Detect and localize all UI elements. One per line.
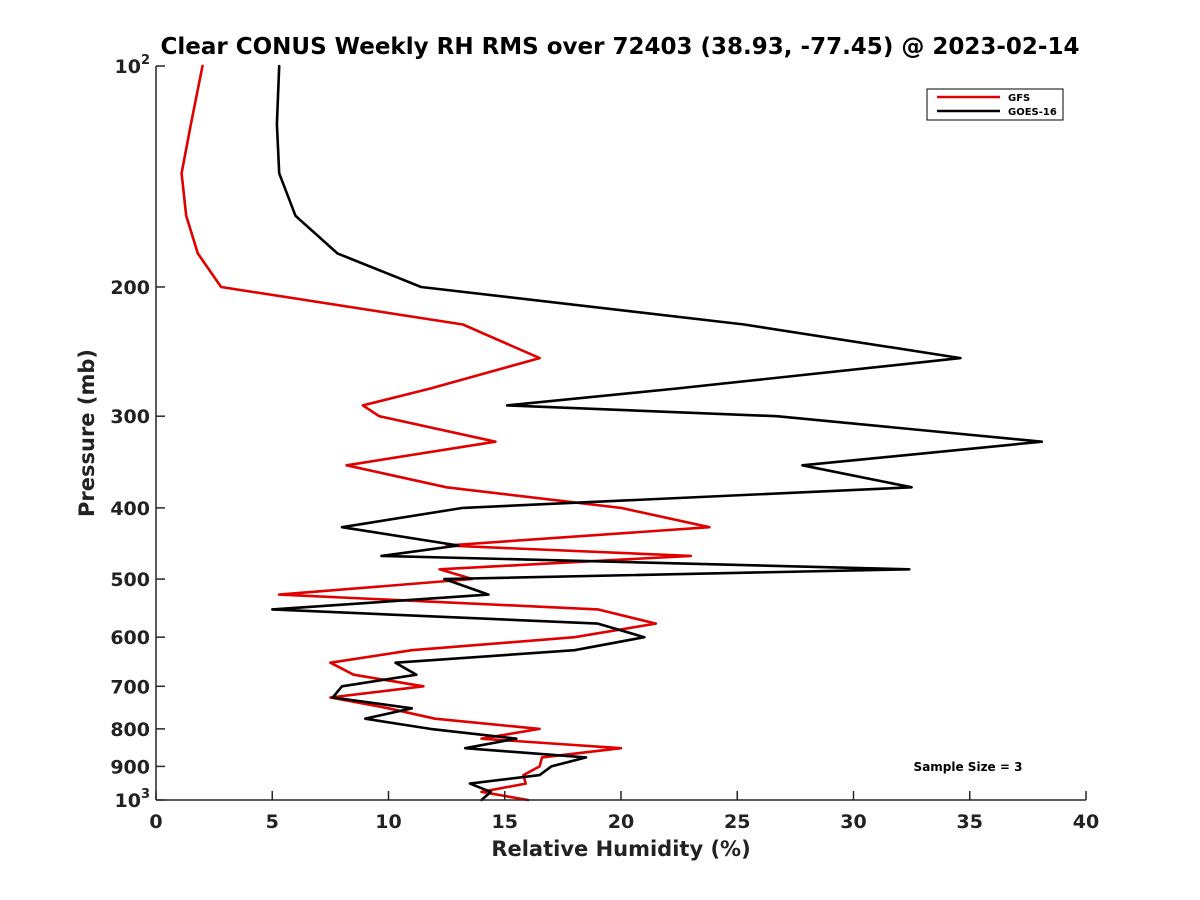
y-tick-label-base: 300	[110, 406, 150, 428]
y-tick-label-exponent: 2	[141, 53, 150, 68]
y-tick-label-base: 900	[110, 756, 150, 778]
x-tick-label: 35	[957, 811, 983, 833]
y-tick-label-base: 700	[110, 676, 150, 698]
y-axis-label: Pressure (mb)	[75, 349, 99, 517]
y-tick-label-base: 10	[115, 790, 141, 812]
x-tick-label: 15	[492, 811, 518, 833]
x-tick-label: 40	[1073, 811, 1099, 833]
x-axis-label: Relative Humidity (%)	[491, 837, 750, 861]
y-tick-label: 103	[115, 787, 151, 812]
chart-title: Clear CONUS Weekly RH RMS over 72403 (38…	[161, 34, 1080, 60]
series-line-gfs	[180, 64, 711, 802]
y-tick-label-base: 600	[110, 627, 150, 649]
y-tick-label: 200	[110, 277, 150, 299]
axes-background	[156, 66, 1086, 800]
y-tick-label: 400	[110, 498, 150, 520]
y-tick-label: 700	[110, 676, 150, 698]
y-tick-label-exponent: 3	[141, 787, 150, 802]
y-tick-label-base: 800	[110, 719, 150, 741]
plot-area: 0 5 10 15 20 25 30 35 40 10220030040050060070080…	[110, 53, 1099, 833]
y-tick-label-base: 200	[110, 277, 150, 299]
y-tick-label: 102	[115, 53, 151, 78]
series-line-goes-16	[270, 64, 1044, 802]
series-layer	[180, 64, 1044, 802]
legend-label-goes-16: GOES-16	[1008, 107, 1057, 118]
y-tick-label: 600	[110, 627, 150, 649]
x-tick-label: 5	[266, 811, 279, 833]
y-tick-label: 900	[110, 756, 150, 778]
x-tick-label: 25	[724, 811, 750, 833]
sample-size-annotation: Sample Size = 3	[914, 760, 1023, 774]
y-tick-label: 300	[110, 406, 150, 428]
y-tick-label: 500	[110, 569, 150, 591]
legend-box	[926, 88, 1064, 121]
y-tick-label-base: 10	[115, 56, 141, 78]
x-ticks: 0 5 10 15 20 25 30 35 40	[149, 791, 1099, 833]
legend-label-gfs: GFS	[1008, 93, 1030, 104]
x-tick-label: 10	[375, 811, 401, 833]
y-tick-label: 800	[110, 719, 150, 741]
x-tick-label: 30	[840, 811, 866, 833]
y-tick-label-base: 400	[110, 498, 150, 520]
x-tick-label: 20	[608, 811, 634, 833]
legend: GFS GOES-16	[926, 88, 1064, 121]
y-tick-label-base: 500	[110, 569, 150, 591]
x-tick-label: 0	[149, 811, 162, 833]
